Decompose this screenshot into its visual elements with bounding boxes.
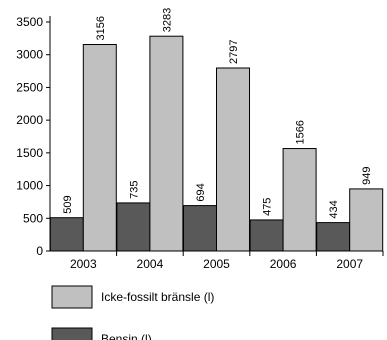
bar-bensin-2005 bbox=[183, 205, 217, 252]
x-tick-label: 2007 bbox=[336, 257, 363, 271]
bar-icke-fossilt-2007 bbox=[349, 188, 384, 252]
y-tick-label: 2500 bbox=[16, 80, 43, 94]
x-tick-label: 2005 bbox=[203, 257, 230, 271]
bar-icke-fossilt-2003 bbox=[82, 44, 117, 252]
bar-bensin-2003 bbox=[49, 217, 84, 252]
y-tick-label: 3000 bbox=[16, 48, 43, 62]
data-label: 475 bbox=[262, 198, 274, 216]
y-tick-label: 0 bbox=[36, 244, 43, 258]
data-label: 434 bbox=[328, 200, 340, 218]
bar-icke-fossilt-2006 bbox=[282, 148, 317, 252]
data-label: 2797 bbox=[228, 40, 240, 64]
bar-bensin-2007 bbox=[316, 222, 351, 252]
data-label: 3156 bbox=[95, 16, 107, 40]
y-tick-label: 2000 bbox=[16, 113, 43, 127]
bar-bensin-2004 bbox=[116, 202, 151, 252]
bar-icke-fossilt-2005 bbox=[216, 67, 250, 252]
legend-swatch bbox=[51, 327, 93, 340]
bar-bensin-2006 bbox=[249, 219, 284, 252]
data-label: 3283 bbox=[161, 8, 173, 32]
y-tick-label: 3500 bbox=[16, 15, 43, 29]
legend-label: Bensin (l) bbox=[101, 332, 152, 340]
x-tick-label: 2003 bbox=[70, 257, 97, 271]
data-label: 509 bbox=[62, 195, 74, 213]
legend-swatch bbox=[51, 285, 93, 309]
x-tick-label: 2004 bbox=[137, 257, 164, 271]
bar-icke-fossilt-2004 bbox=[149, 35, 184, 252]
data-label: 694 bbox=[195, 183, 207, 201]
x-tick-label: 2006 bbox=[270, 257, 297, 271]
y-tick-label: 1000 bbox=[16, 179, 43, 193]
y-tick-label: 500 bbox=[23, 211, 43, 225]
data-label: 949 bbox=[361, 167, 373, 185]
legend: Icke-fossilt bränsle (l) Bensin (l) bbox=[51, 285, 214, 340]
data-label: 735 bbox=[128, 181, 140, 199]
legend-label: Icke-fossilt bränsle (l) bbox=[101, 290, 214, 304]
data-label: 1566 bbox=[295, 120, 307, 144]
plot-area: 0 500 1000 1500 2000 2500 3000 3500 2003 509 3156 2… bbox=[16, 8, 384, 271]
y-tick-label: 1500 bbox=[16, 146, 43, 160]
